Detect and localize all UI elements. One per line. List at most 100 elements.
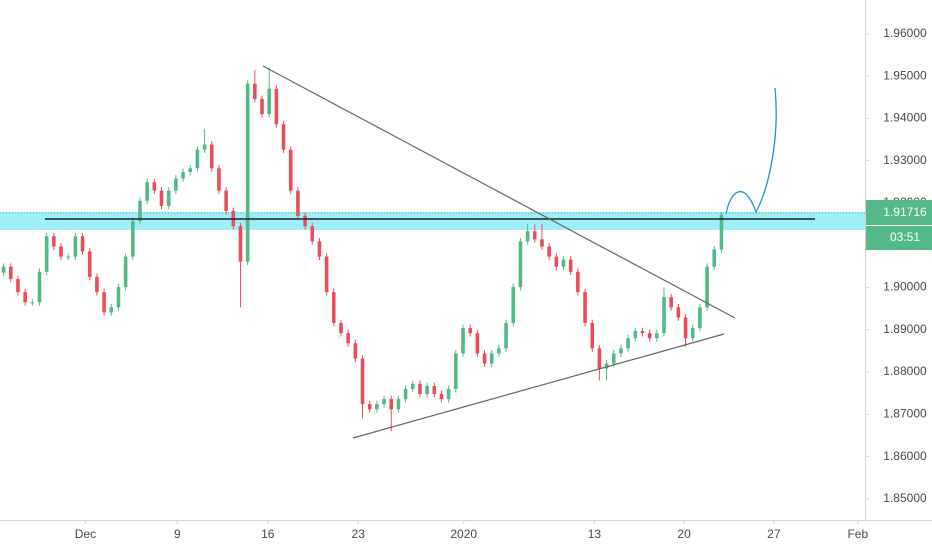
x-tick-label: 13 (588, 527, 602, 541)
candle-body (604, 363, 609, 369)
candle-body (504, 322, 508, 349)
candle-body (202, 144, 207, 150)
candle-body (554, 256, 559, 267)
candle-body (389, 399, 394, 410)
candle-body (547, 246, 551, 257)
last-price-tag (866, 200, 932, 225)
candle-body (669, 297, 673, 308)
candle-body (468, 328, 472, 334)
y-tick-label: 1.89000 (883, 322, 927, 336)
candle-body (540, 239, 544, 247)
candle-body (274, 88, 279, 125)
candle-body (590, 322, 595, 349)
candle-body (296, 190, 300, 217)
candle-body (511, 287, 516, 323)
candle-body (8, 266, 13, 280)
y-tick-label: 1.88000 (883, 364, 927, 378)
last-price-label: 1.91716 (883, 205, 927, 219)
candle-body (131, 221, 135, 257)
candle-body (281, 124, 286, 150)
candle-body (353, 343, 358, 359)
candle-body (145, 182, 149, 201)
overlays (0, 65, 865, 439)
candle-body (224, 190, 228, 211)
candle-body (188, 168, 193, 173)
candle-body (66, 256, 70, 258)
candle-body (439, 394, 444, 400)
candle-body (497, 348, 501, 354)
candle-body (461, 328, 465, 354)
y-tick-label: 1.87000 (883, 406, 927, 420)
candle-body (253, 83, 257, 99)
x-tick-label: Feb (847, 527, 868, 541)
candle-body (159, 190, 164, 206)
candle-body (95, 276, 99, 293)
candle-body (568, 259, 573, 272)
candle-body (73, 236, 78, 257)
candle-body (339, 322, 343, 334)
candle-body (611, 353, 616, 364)
candle-body (288, 149, 293, 191)
candle-body (403, 388, 408, 400)
candle-body (489, 353, 494, 364)
candle-body (332, 292, 336, 323)
y-tick-label: 1.94000 (883, 111, 927, 125)
candle-body (346, 333, 350, 344)
candle-body (37, 271, 42, 303)
candle-body (324, 256, 329, 293)
candle-body (626, 338, 630, 349)
candle-body (367, 404, 372, 410)
candle-body (640, 331, 645, 334)
candle-body (245, 83, 250, 262)
candles (1, 67, 724, 432)
x-tick-label: Dec (75, 527, 96, 541)
candle-body (310, 226, 315, 242)
candle-body (16, 279, 20, 293)
candle-body (317, 241, 322, 257)
y-tick-label: 1.93000 (883, 153, 927, 167)
ascending-trendline (352, 333, 725, 439)
candle-body (217, 168, 221, 191)
candle-body (410, 383, 415, 389)
candle-body (475, 333, 480, 354)
candle-body (174, 178, 178, 191)
candle-body (446, 388, 451, 400)
candle-body (382, 399, 386, 405)
candle-body (102, 292, 106, 313)
candle-body (52, 236, 56, 247)
candle-body (690, 328, 695, 339)
candle-body (30, 302, 35, 304)
x-tick-label: 9 (174, 527, 181, 541)
candle-body (525, 231, 530, 242)
candle-body (662, 297, 666, 334)
candle-body (418, 383, 422, 395)
candle-body (532, 231, 537, 240)
x-tick-label: 27 (767, 527, 781, 541)
descending-trendline (262, 65, 736, 319)
candle-body (482, 353, 487, 364)
candle-body (138, 200, 142, 222)
candle-body (303, 216, 307, 227)
candle-body (80, 236, 85, 252)
candle-body (597, 348, 602, 369)
candle-body (44, 236, 49, 272)
candle-body (705, 266, 709, 308)
candle-body (116, 287, 121, 308)
candle-body (23, 292, 27, 303)
candle-body (583, 292, 587, 323)
countdown-label: 03:51 (890, 230, 920, 244)
y-tick-label: 1.85000 (883, 491, 927, 505)
candle-body (683, 317, 688, 339)
x-tick-label: 16 (261, 527, 275, 541)
countdown-tag (866, 226, 932, 250)
candle-body (181, 172, 185, 179)
candle-body (432, 385, 437, 395)
x-tick-label: 2020 (450, 527, 477, 541)
candle-body (396, 399, 401, 410)
candle-body (109, 307, 114, 313)
candle-body (633, 331, 638, 339)
candle-body (238, 226, 243, 262)
candle-body (195, 149, 200, 169)
